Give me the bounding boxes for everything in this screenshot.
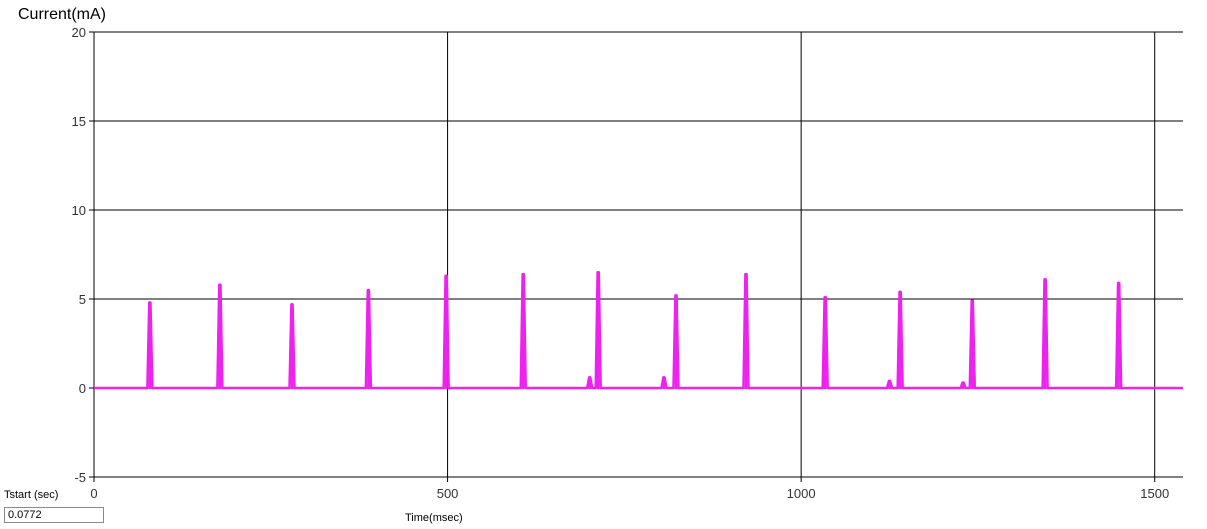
tstart-label: Tstart (sec) [4,489,59,501]
y-tick-label: 20 [72,25,86,40]
x-tick-label: 0 [90,486,97,501]
y-tick-label: -5 [74,470,86,485]
y-axis-title: Current(mA) [18,6,107,23]
y-tick-label: 5 [79,292,86,307]
current-series-line [94,271,1183,390]
y-tick-label: 10 [72,203,86,218]
tstart-input[interactable]: 0.0772 [4,507,104,523]
y-tick-label: 15 [72,114,86,129]
y-tick-label: 0 [79,381,86,396]
x-axis-title: Time(msec) [405,512,463,524]
x-tick-label: 1000 [787,486,816,501]
x-tick-label: 1500 [1140,486,1169,501]
x-tick-label: 500 [437,486,459,501]
